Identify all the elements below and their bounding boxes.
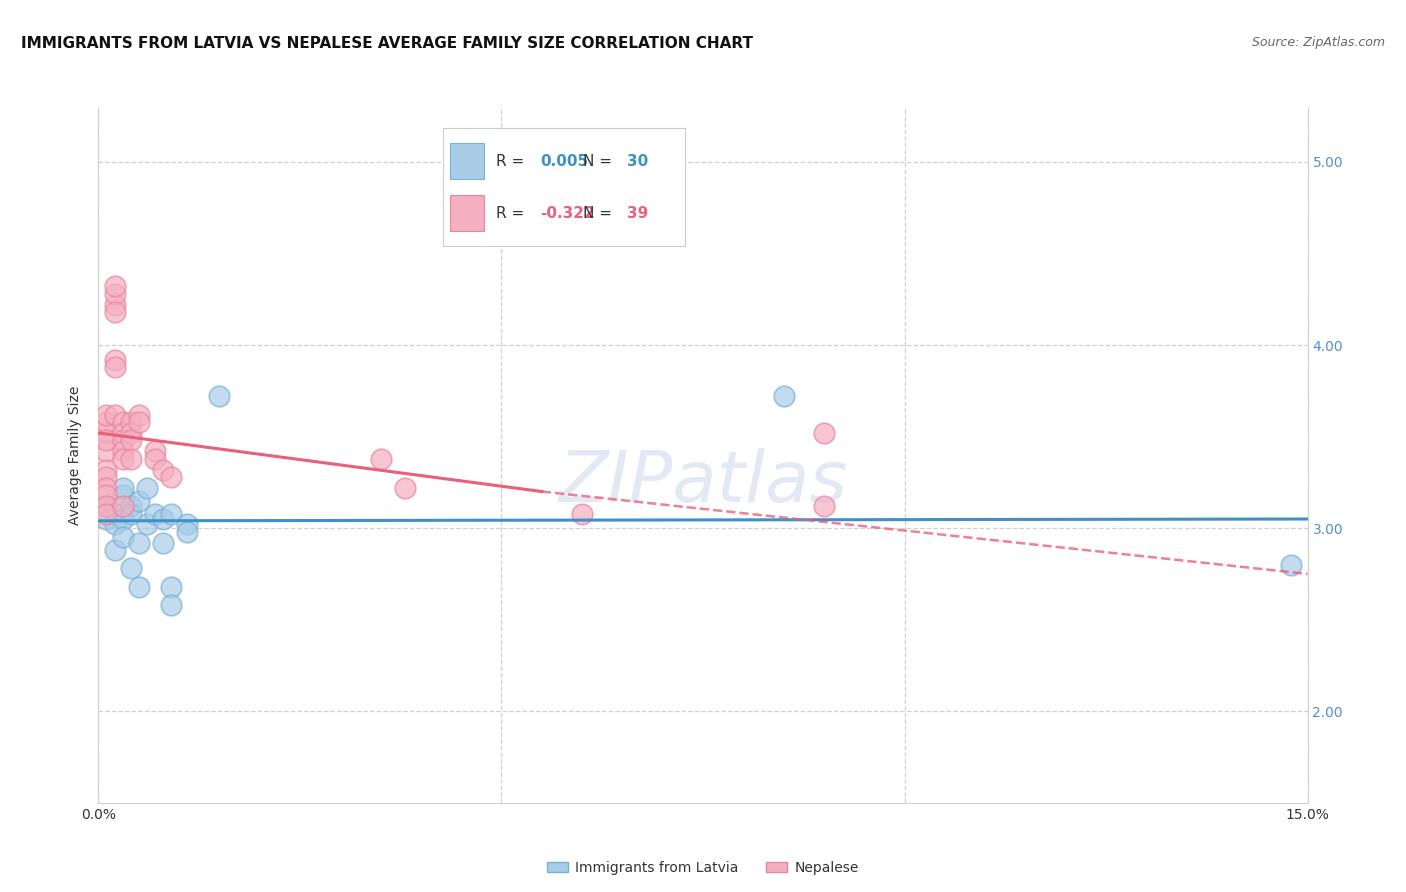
- Point: [111, 451, 134, 466]
- Point: [96, 499, 118, 513]
- Point: [96, 499, 118, 513]
- Point: [135, 517, 157, 532]
- Legend: Immigrants from Latvia, Nepalese: Immigrants from Latvia, Nepalese: [541, 855, 865, 880]
- Point: [111, 434, 134, 448]
- Point: [160, 470, 183, 484]
- Point: [103, 305, 125, 319]
- Point: [772, 389, 794, 403]
- Point: [135, 481, 157, 495]
- Point: [96, 425, 118, 440]
- Point: [571, 219, 593, 233]
- Point: [370, 451, 392, 466]
- Point: [111, 415, 134, 429]
- Point: [152, 512, 174, 526]
- Point: [152, 462, 174, 476]
- Point: [111, 425, 134, 440]
- Point: [813, 499, 835, 513]
- Point: [103, 517, 125, 532]
- Point: [103, 507, 125, 521]
- Point: [120, 499, 142, 513]
- Point: [120, 451, 142, 466]
- Point: [103, 352, 125, 367]
- Point: [96, 462, 118, 476]
- Point: [111, 512, 134, 526]
- Point: [208, 389, 231, 403]
- Point: [571, 507, 593, 521]
- Point: [160, 507, 183, 521]
- Point: [103, 408, 125, 422]
- Point: [96, 408, 118, 422]
- Text: IMMIGRANTS FROM LATVIA VS NEPALESE AVERAGE FAMILY SIZE CORRELATION CHART: IMMIGRANTS FROM LATVIA VS NEPALESE AVERA…: [21, 36, 754, 51]
- Point: [111, 499, 134, 513]
- Point: [152, 536, 174, 550]
- Point: [111, 488, 134, 502]
- Point: [111, 481, 134, 495]
- Point: [111, 444, 134, 458]
- Point: [111, 530, 134, 544]
- Point: [120, 507, 142, 521]
- Point: [176, 524, 198, 539]
- Point: [143, 507, 166, 521]
- Text: ZIPatlas: ZIPatlas: [558, 449, 848, 517]
- Point: [160, 598, 183, 612]
- Point: [128, 408, 150, 422]
- Point: [96, 512, 118, 526]
- Point: [96, 415, 118, 429]
- Point: [160, 580, 183, 594]
- Point: [120, 415, 142, 429]
- Point: [96, 470, 118, 484]
- Point: [176, 517, 198, 532]
- Text: Source: ZipAtlas.com: Source: ZipAtlas.com: [1251, 36, 1385, 49]
- Point: [120, 425, 142, 440]
- Point: [96, 481, 118, 495]
- Point: [128, 580, 150, 594]
- Point: [813, 425, 835, 440]
- Point: [103, 286, 125, 301]
- Point: [1281, 558, 1303, 572]
- Point: [394, 481, 416, 495]
- Point: [128, 493, 150, 508]
- Point: [120, 434, 142, 448]
- Point: [103, 279, 125, 293]
- Point: [96, 444, 118, 458]
- Point: [120, 561, 142, 575]
- Point: [96, 488, 118, 502]
- Y-axis label: Average Family Size: Average Family Size: [69, 385, 83, 524]
- Point: [143, 444, 166, 458]
- Point: [128, 415, 150, 429]
- Point: [103, 359, 125, 374]
- Point: [143, 451, 166, 466]
- Point: [128, 536, 150, 550]
- Point: [96, 434, 118, 448]
- Point: [103, 298, 125, 312]
- Point: [96, 507, 118, 521]
- Point: [103, 543, 125, 558]
